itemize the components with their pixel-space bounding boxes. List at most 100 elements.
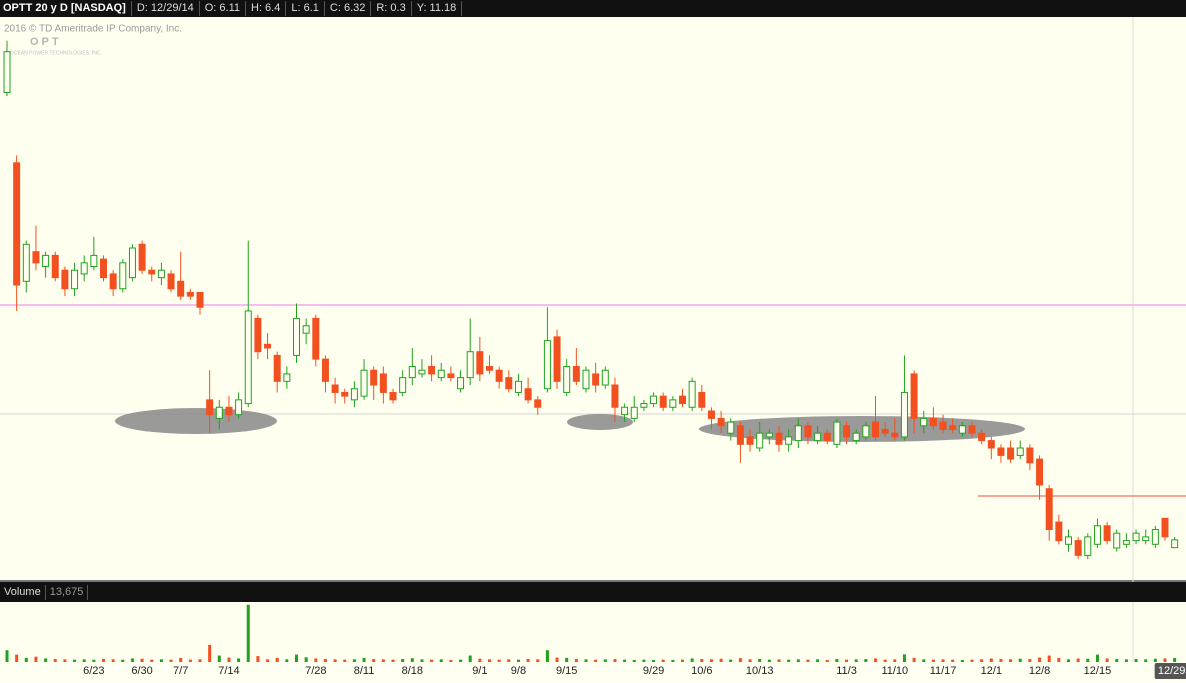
volume-bar — [787, 659, 791, 662]
candle-body — [717, 417, 725, 427]
candle-body — [949, 425, 957, 430]
volume-header: Volume 13,675 — [0, 582, 1186, 602]
candle-body — [302, 325, 310, 334]
volume-bar — [111, 659, 115, 662]
candle-body — [148, 269, 156, 275]
candle-body — [553, 336, 561, 382]
candle-body — [746, 436, 754, 445]
candle-body — [273, 354, 281, 382]
volume-bar — [1076, 658, 1080, 662]
volume-bar — [102, 659, 105, 662]
volume-bar — [970, 659, 974, 662]
volume-bar — [430, 659, 434, 662]
candle-body — [90, 254, 98, 268]
candle-body — [264, 343, 272, 349]
candle-body — [910, 373, 918, 419]
volume-bar — [709, 659, 713, 662]
candle-body — [379, 373, 387, 393]
x-tick-label: 9/15 — [556, 665, 577, 677]
volume-bar — [806, 659, 810, 662]
volume-bar — [198, 659, 202, 662]
candle-body — [1016, 447, 1024, 456]
candle-body — [978, 432, 986, 442]
volume-bar — [5, 650, 9, 662]
volume-bar — [44, 658, 48, 662]
header-field: L: 6.1 — [286, 1, 325, 16]
volume-bar — [333, 659, 337, 662]
candle-body — [843, 425, 851, 438]
volume-bar — [362, 657, 366, 662]
candle-body — [215, 406, 223, 419]
volume-bar — [314, 658, 318, 662]
volume-bar — [343, 659, 347, 662]
candle-body — [1055, 521, 1063, 542]
candle-body — [225, 406, 233, 416]
volume-bar — [1095, 654, 1099, 662]
candle-body — [862, 425, 870, 438]
x-tick-label: 12/29 — [1158, 665, 1186, 677]
candle-body — [563, 366, 571, 393]
candle-body — [254, 317, 262, 353]
volume-bar — [420, 659, 424, 662]
volume-bar — [285, 659, 289, 662]
candle-body — [891, 432, 899, 438]
header-field: R: 0.3 — [371, 1, 412, 16]
candle-body — [1045, 488, 1053, 530]
volume-bar — [468, 655, 472, 662]
volume-bar — [1153, 658, 1157, 662]
candle-body — [881, 428, 889, 434]
volume-bar — [516, 659, 520, 662]
candle-body — [13, 162, 21, 286]
candle-body — [447, 373, 455, 379]
volume-bar — [613, 659, 617, 662]
x-tick-label: 11/3 — [836, 665, 857, 677]
volume-bar — [1009, 659, 1013, 662]
candle-body — [524, 388, 532, 401]
volume-bar — [497, 659, 501, 662]
volume-bar — [661, 659, 665, 662]
volume-bar — [24, 657, 28, 662]
volume-bar — [767, 659, 771, 662]
volume-bar — [488, 659, 491, 662]
volume-bar — [594, 659, 598, 662]
volume-bar — [874, 658, 877, 662]
volume-bar — [256, 656, 260, 662]
volume-bar — [1163, 658, 1167, 662]
volume-bar — [623, 659, 627, 662]
volume-title: Volume — [0, 584, 46, 600]
candle-body — [177, 280, 185, 297]
candle-body — [1161, 517, 1169, 538]
candle-body — [1093, 525, 1101, 545]
volume-bar — [729, 659, 733, 662]
x-tick-label: 6/23 — [83, 665, 104, 677]
volume-bar — [748, 659, 752, 662]
volume-bar — [989, 658, 993, 662]
x-tick-label: 12/1 — [981, 665, 1002, 677]
x-tick-label: 11/17 — [930, 665, 957, 677]
candle-body — [601, 369, 609, 386]
volume-bar — [835, 659, 839, 662]
candle-body — [852, 432, 860, 442]
candle-body — [707, 410, 715, 419]
header-bar: OPTT 20 y D [NASDAQ] D: 12/29/14 O: 6.11… — [0, 0, 1186, 17]
volume-bar — [92, 659, 96, 662]
candle-body — [186, 291, 194, 297]
candle-body — [1007, 447, 1015, 460]
drawing-ellipse — [115, 408, 277, 434]
volume-bar — [295, 654, 298, 662]
volume-bar — [922, 659, 926, 662]
volume-bar — [545, 650, 549, 662]
candle-body — [476, 351, 484, 375]
candle-body — [756, 432, 764, 449]
candle-body — [640, 403, 648, 408]
candle-body — [630, 406, 638, 419]
volume-bar — [150, 659, 154, 662]
candle-body — [283, 373, 291, 382]
volume-bar — [179, 657, 183, 662]
marks: 6/23 6/30 7/7 7/14 7/28 8/11 8/18 9/1 9/8 9/15 9/2… — [3, 40, 1186, 679]
candle-body — [428, 366, 436, 375]
candle-body — [399, 377, 407, 393]
volume-bar — [391, 659, 395, 662]
